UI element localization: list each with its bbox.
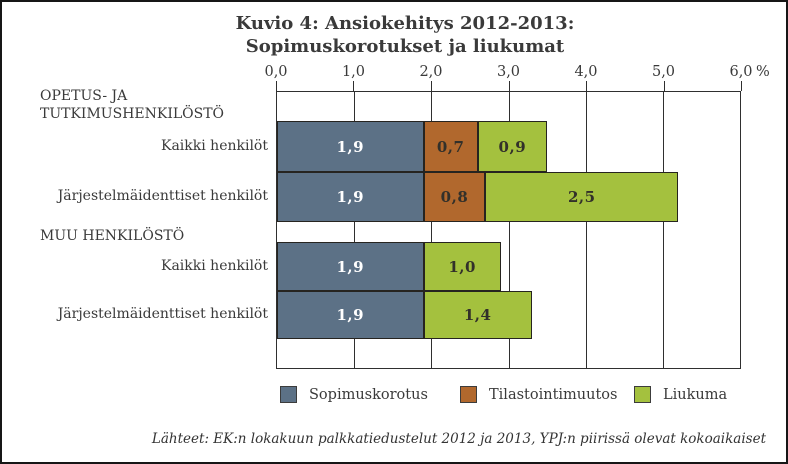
x-axis-tick-label: 0,0 bbox=[264, 64, 288, 80]
bar-row: 1,9 0,8 2,5 bbox=[277, 172, 740, 222]
bar-segment-sopimuskorotus: 1,9 bbox=[277, 121, 424, 172]
legend: Sopimuskorotus Tilastointimuutos Liukuma bbox=[276, 386, 776, 410]
legend-swatch-sopimuskorotus bbox=[280, 386, 297, 403]
row-label: Järjestelmäidenttiset henkilöt bbox=[57, 306, 268, 322]
bar-segment-liukuma: 1,4 bbox=[423, 291, 532, 339]
x-axis: % 0,0 1,0 2,0 3,0 4,0 5,0 6,0 bbox=[264, 64, 769, 81]
axis-tick-mark bbox=[585, 81, 587, 91]
axis-tick-mark bbox=[430, 81, 432, 91]
axis-tick-mark bbox=[353, 81, 355, 91]
legend-label-tilastointimuutos: Tilastointimuutos bbox=[489, 386, 618, 403]
x-axis-tick-label: 2,0 bbox=[419, 64, 443, 80]
bar-segment-liukuma: 2,5 bbox=[485, 172, 679, 222]
axis-tick-mark bbox=[508, 81, 510, 91]
bar-row: 1,9 0,7 0,9 bbox=[277, 121, 740, 172]
legend-label-liukuma: Liukuma bbox=[663, 386, 728, 403]
axis-tick-mark bbox=[663, 81, 665, 91]
x-axis-tick-label: 4,0 bbox=[574, 64, 598, 80]
legend-item-liukuma: Liukuma bbox=[634, 386, 727, 403]
bar-segment-tilastointimuutos: 0,8 bbox=[423, 172, 486, 222]
gridline bbox=[354, 92, 356, 368]
bar-segment-sopimuskorotus: 1,9 bbox=[277, 242, 424, 291]
bar-segment-tilastointimuutos: 0,7 bbox=[423, 121, 478, 172]
gridline bbox=[585, 92, 587, 368]
bar-segment-sopimuskorotus: 1,9 bbox=[277, 172, 424, 222]
row-label: Järjestelmäidenttiset henkilöt bbox=[57, 188, 268, 204]
x-axis-tick-label: 3,0 bbox=[496, 64, 521, 80]
source-note: Lähteet: EK:n lokakuun palkkatiedustelut… bbox=[151, 431, 766, 447]
x-axis-tick-label: 6,0 bbox=[729, 64, 753, 80]
group-header: OPETUS- JA TUTKIMUSHENKILÖSTÖ bbox=[40, 88, 225, 122]
row-label: Kaikki henkilöt bbox=[161, 137, 268, 154]
bar-segment-liukuma: 1,0 bbox=[423, 242, 501, 291]
legend-swatch-liukuma bbox=[634, 386, 651, 403]
group-header: MUU HENKILÖSTÖ bbox=[40, 228, 185, 244]
x-axis-tick-label: 1,0 bbox=[341, 64, 366, 80]
gridline bbox=[662, 92, 664, 368]
plot-area: 1,9 0,7 0,9 1,9 0,8 2,5 1,9 1,0 1,9 1,4 bbox=[276, 91, 741, 369]
gridline bbox=[431, 92, 433, 368]
gridline bbox=[508, 92, 510, 368]
bar-segment-liukuma: 0,9 bbox=[477, 121, 548, 172]
bar-segment-sopimuskorotus: 1,9 bbox=[277, 291, 424, 339]
axis-tick-mark bbox=[276, 81, 277, 91]
axis-unit-label: % bbox=[756, 64, 770, 80]
chart-title-line1: Kuvio 4: Ansiokehitys 2012-2013: bbox=[235, 13, 575, 34]
x-axis-ticks bbox=[276, 81, 742, 91]
legend-label-sopimuskorotus: Sopimuskorotus bbox=[309, 386, 428, 403]
row-label: Kaikki henkilöt bbox=[161, 257, 268, 274]
chart-title: Kuvio 4: Ansiokehitys 2012-2013: Sopimus… bbox=[2, 12, 786, 58]
category-labels: OPETUS- JA TUTKIMUSHENKILÖSTÖ Kaikki henk… bbox=[40, 88, 268, 369]
legend-swatch-tilastointimuutos bbox=[460, 386, 477, 403]
legend-item-tilastointimuutos: Tilastointimuutos bbox=[460, 386, 617, 403]
bar-row: 1,9 1,4 bbox=[277, 291, 740, 339]
chart-title-line2: Sopimuskorotukset ja liukumat bbox=[245, 36, 565, 57]
axis-tick-mark bbox=[741, 81, 742, 91]
legend-item-sopimuskorotus: Sopimuskorotus bbox=[280, 386, 428, 403]
x-axis-tick-label: 5,0 bbox=[651, 64, 676, 80]
bar-row: 1,9 1,0 bbox=[277, 242, 740, 291]
